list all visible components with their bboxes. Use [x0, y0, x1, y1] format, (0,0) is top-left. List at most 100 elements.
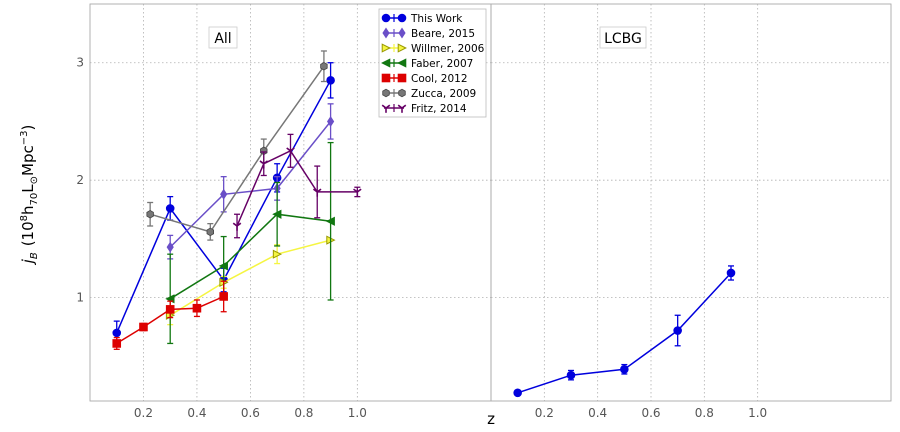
- data-point-fritz-2014-stroke-3: [263, 160, 269, 165]
- series-line-fritz-2014: [236, 149, 358, 227]
- series-line-beare-2015: [169, 121, 332, 248]
- legend-label: Zucca, 2009: [411, 88, 476, 100]
- data-point-fritz-2014: [312, 188, 322, 197]
- data-point-zucca-2009: [206, 227, 214, 237]
- panel-label-box-right: [599, 26, 647, 49]
- series-line-faber-2007: [169, 213, 331, 300]
- data-point-fritz-2014-stroke-3: [290, 147, 295, 152]
- legend-marker-beare-2015: [398, 27, 406, 39]
- legend-item-this-work: This Work: [381, 13, 463, 25]
- data-point-cool-2012: [165, 305, 175, 314]
- data-point-beare-2015: [166, 241, 174, 253]
- data-point-fritz-2014: [353, 188, 362, 197]
- data-point-fritz-2014-stroke-2: [259, 160, 265, 165]
- data-point-this-work: [620, 364, 629, 374]
- legend-marker-fritz-2014-stroke-3: [401, 104, 407, 109]
- series-cool-2012: [112, 280, 228, 350]
- legend-item-beare-2015: Beare, 2015: [382, 27, 475, 40]
- legend-marker-faber-2007: [397, 58, 407, 68]
- legend-label: This Work: [410, 13, 463, 25]
- data-point-faber-2007: [218, 261, 228, 271]
- panel-label-right: LCBG: [604, 31, 642, 47]
- legend-item-cool-2012: Cool, 2012: [381, 73, 468, 85]
- y-axis-label: jB(108h70L⊙Mpc−3): [19, 125, 40, 266]
- x-tick-label: 0.4: [187, 406, 206, 420]
- series-zucca-2009: [146, 50, 328, 241]
- series-this-work: [513, 265, 736, 398]
- series-line-willmer-2006: [169, 239, 331, 316]
- data-point-this-work: [513, 388, 522, 398]
- legend-marker-zucca-2009: [398, 88, 406, 98]
- data-point-this-work: [726, 268, 736, 278]
- y-tick-label: 2: [76, 173, 84, 187]
- data-point-fritz-2014: [286, 147, 295, 156]
- x-tick-label: 0.2: [134, 406, 153, 420]
- data-point-this-work: [165, 204, 175, 213]
- x-tick-label: 0.6: [641, 406, 660, 420]
- data-point-this-work: [673, 326, 682, 335]
- panel-lcbg: 0.2 0.4 0.6 0.8 1.0: [490, 3, 892, 420]
- y-tick-label: 1: [76, 291, 84, 305]
- data-point-cool-2012: [192, 303, 202, 313]
- legend-marker-fritz-2014-stroke-2: [397, 104, 403, 109]
- data-point-cool-2012: [112, 339, 122, 348]
- legend-marker-fritz-2014-stroke-3: [385, 104, 391, 109]
- legend-label: Faber, 2007: [411, 58, 473, 70]
- legend-marker-this-work: [381, 13, 391, 23]
- data-point-this-work: [112, 328, 122, 338]
- x-tick-label: 1.0: [748, 406, 767, 420]
- gridlines: [90, 4, 491, 401]
- legend-marker-willmer-2006: [397, 43, 407, 53]
- x-axis-label: z: [487, 410, 495, 428]
- x-tick-label: 0.2: [535, 406, 554, 420]
- legend-marker-cool-2012: [397, 73, 407, 83]
- data-point-faber-2007: [325, 216, 335, 226]
- legend-label: Fritz, 2014: [411, 103, 467, 115]
- x-tick-label: 0.6: [241, 406, 260, 420]
- plot-frame: [490, 3, 892, 402]
- data-point-beare-2015: [220, 188, 228, 200]
- legend-marker-fritz-2014: [381, 104, 391, 113]
- legend-item-zucca-2009: Zucca, 2009: [382, 88, 476, 100]
- legend-item-faber-2007: Faber, 2007: [381, 58, 473, 70]
- legend-marker-cool-2012: [381, 73, 391, 83]
- legend-item-willmer-2006: Willmer, 2006: [381, 43, 485, 55]
- data-point-fritz-2014-stroke-2: [353, 188, 358, 193]
- series-faber-2007: [165, 141, 335, 345]
- data-point-fritz-2014-stroke-3: [356, 188, 362, 193]
- series-line-this-work: [517, 272, 732, 394]
- legend-label: Cool, 2012: [411, 73, 468, 85]
- x-tick-label: 0.4: [588, 406, 607, 420]
- data-point-this-work: [566, 370, 576, 380]
- data-point-fritz-2014-stroke-3: [236, 222, 242, 227]
- data-point-this-work: [326, 76, 335, 85]
- data-point-zucca-2009: [146, 209, 154, 219]
- legend: This Work Beare, 2015 Willmer, 2006 Faber, …: [378, 8, 487, 118]
- x-tick-label: 0.8: [695, 406, 714, 420]
- legend-item-fritz-2014: Fritz, 2014: [381, 103, 467, 115]
- data-point-faber-2007: [272, 209, 282, 219]
- legend-marker-beare-2015: [382, 27, 390, 39]
- data-point-zucca-2009: [320, 61, 328, 71]
- data-point-fritz-2014-stroke-2: [232, 222, 238, 227]
- legend-marker-fritz-2014: [397, 104, 407, 113]
- legend-marker-fritz-2014-stroke-2: [381, 104, 387, 109]
- legend-label: Beare, 2015: [411, 28, 475, 40]
- data-point-fritz-2014-stroke-2: [312, 188, 318, 193]
- legend-marker-willmer-2006: [381, 43, 391, 53]
- data-point-willmer-2006: [272, 249, 283, 259]
- data-point-fritz-2014-stroke-3: [316, 188, 322, 193]
- y-tick-label: 3: [76, 56, 84, 70]
- panel-all: 0.2 0.4 0.6 0.8 1.0 1 2 3: [76, 3, 492, 420]
- legend-marker-zucca-2009: [382, 88, 390, 98]
- data-point-cool-2012: [219, 292, 228, 301]
- x-tick-label: 1.0: [348, 406, 367, 420]
- panel-label-box-left: [208, 26, 238, 49]
- x-tick-label: 0.8: [294, 406, 313, 420]
- data-point-fritz-2014: [259, 160, 269, 169]
- data-point-fritz-2014-stroke-2: [286, 147, 291, 152]
- gridlines: [491, 4, 891, 401]
- data-point-fritz-2014: [232, 222, 242, 231]
- data-point-cool-2012: [139, 322, 148, 332]
- legend-label: Willmer, 2006: [411, 43, 485, 55]
